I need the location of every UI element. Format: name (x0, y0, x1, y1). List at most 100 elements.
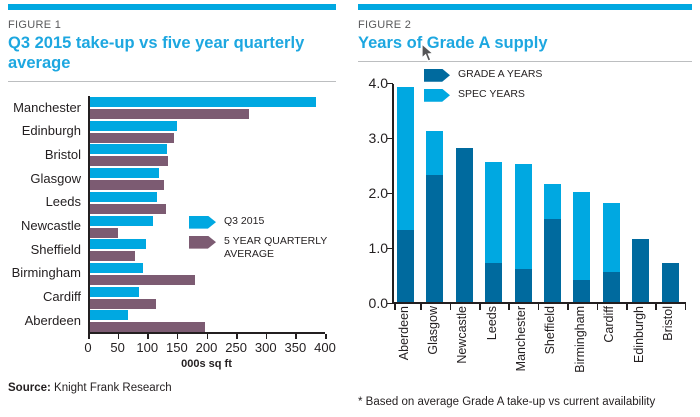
x-axis-tick-label: 250 (225, 340, 247, 356)
category-label: Glasgow (30, 170, 81, 186)
y-axis-tick (387, 247, 393, 250)
figure2-chart: 4.0 3.0 2.0 1.0 0.0 GRADE A YEARS SPEC YEARS A… (369, 68, 692, 396)
x-axis-tick (567, 303, 569, 310)
figure1-header-divider (8, 80, 336, 82)
stacked-bar-cardiff (602, 202, 620, 302)
grade-a-years-segment (573, 279, 591, 302)
x-axis-tick (655, 303, 657, 310)
x-category-cell: Leeds (483, 304, 500, 396)
bar-group (88, 285, 325, 309)
figure2-legend: GRADE A YEARS SPEC YEARS (424, 68, 542, 102)
source-text: Knight Frank Research (50, 382, 172, 395)
figure2-plot-area: 4.0 3.0 2.0 1.0 0.0 GRADE A YEARS SPEC YEARS (369, 68, 687, 311)
f1-row-manchester: Manchester (8, 95, 336, 120)
q3-2015-bar-edinburgh (90, 120, 177, 131)
x-axis-tick-label: 200 (195, 340, 218, 356)
stacked-bar-glasgow (426, 131, 444, 302)
category-label: Newcastle (455, 305, 470, 364)
x-axis-tick (449, 303, 452, 310)
q3-2015-bar-newcastle (90, 215, 154, 226)
bar-group (88, 142, 325, 167)
y-axis-tick-label: 1.0 (368, 239, 388, 256)
spec-years-segment (485, 161, 503, 264)
figure1-label: FIGURE 1 (8, 19, 62, 31)
legend-label: GRADE A YEARS (458, 67, 543, 80)
x-axis-tick-label: 400 (314, 340, 336, 356)
q3-2015-bar-aberdeen (90, 310, 129, 321)
bar-group (88, 119, 325, 143)
figure2-panel: FIGURE 2 Years of Grade A supply 4.0 3.0 2… (358, 4, 692, 408)
bar-group (88, 261, 325, 286)
x-axis-tick (596, 303, 599, 310)
x-axis-tick (325, 334, 327, 340)
figure1-source-line: Source: Knight Frank Research (8, 382, 336, 394)
category-label: Aberdeen (396, 305, 411, 361)
x-axis-tick-label: 100 (136, 340, 159, 356)
y-axis-tick (387, 137, 393, 140)
category-label: Sheffield (30, 241, 81, 257)
f1-row-edinburgh: Edinburgh (8, 119, 336, 143)
legend-item-spec-years: SPEC YEARS (424, 88, 542, 102)
grade-a-years-segment (426, 175, 444, 302)
x-category-cell: Aberdeen (395, 304, 412, 396)
x-axis-tick (206, 334, 208, 340)
x-axis-tick-label: 50 (110, 340, 125, 356)
avg-bar-manchester (90, 109, 249, 120)
avg-bar-leeds (90, 203, 166, 214)
legend-item-five-year-average: 5 YEAR QUARTERLY AVERAGE (189, 235, 339, 261)
figure2-footnote: * Based on average Grade A take-up vs cu… (358, 395, 656, 408)
category-label: Aberdeen (24, 312, 81, 328)
grade-a-years-segment (485, 263, 503, 302)
x-axis-tick (176, 334, 179, 340)
figure2-top-accent-bar (358, 4, 692, 10)
avg-bar-bristol (90, 156, 168, 167)
f1-row-leeds: Leeds (8, 190, 336, 215)
category-label: Leeds (45, 194, 81, 210)
q3-2015-bar-birmingham (90, 262, 143, 273)
category-label: Bristol (44, 146, 81, 162)
y-axis-tick-label: 0.0 (368, 294, 388, 311)
category-label: Edinburgh (21, 123, 81, 139)
q3-2015-bar-glasgow (90, 168, 160, 179)
q3-2015-bar-cardiff (90, 286, 139, 297)
stacked-bar-leeds (485, 161, 503, 302)
stacked-bar-edinburgh (632, 238, 650, 302)
x-category-cell: Edinburgh (630, 304, 647, 396)
x-axis-tick (394, 303, 396, 310)
x-axis-tick-label: 150 (166, 340, 188, 356)
stacked-bar-bristol (661, 263, 679, 302)
y-axis-tick-label: 4.0 (368, 74, 388, 91)
bar-group (88, 166, 325, 191)
legend-label: Q3 2015 (224, 214, 265, 227)
category-label: Bristol (661, 305, 676, 341)
category-label: Glasgow (425, 305, 440, 355)
category-label: Edinburgh (631, 305, 646, 363)
legend-item-q3-2015: Q3 2015 (189, 215, 339, 229)
f1-row-bristol: Bristol (8, 142, 336, 167)
y-axis-tick (387, 192, 393, 195)
figure1-panel: FIGURE 1 Q3 2015 take-up vs five year qu… (8, 4, 336, 394)
category-label: Newcastle (21, 218, 81, 234)
figure1-chart: Manchester Edinburgh Bristol Glasgow Leeds Ne… (8, 95, 339, 333)
figure1-x-axis: 0 50 100 150 200 250 300 350 400 (84, 332, 336, 358)
spec-years-segment (602, 202, 620, 272)
q3-2015-bar-bristol (90, 144, 167, 155)
x-category-cell: Glasgow (424, 304, 441, 396)
y-axis-tick-label: 3.0 (368, 129, 388, 146)
grade-a-years-segment (397, 230, 414, 302)
x-category-cell: Cardiff (601, 304, 618, 396)
y-axis-tick-label: 2.0 (368, 184, 388, 201)
x-axis-tick (295, 334, 297, 340)
stacked-bar-aberdeen (397, 87, 414, 302)
purple-arrow-marker-icon (189, 235, 216, 249)
x-axis-tick (88, 334, 90, 340)
figure2-x-labels: Aberdeen Glasgow Newcastle Leeds Manchester S… (392, 304, 692, 396)
f1-row-newcastle: Newcastle (8, 214, 336, 238)
figure2-label: FIGURE 2 (358, 19, 412, 31)
figure2-title: Years of Grade A supply (358, 34, 548, 52)
f1-row-cardiff: Cardiff (8, 285, 336, 309)
legend-item-grade-a-years: GRADE A YEARS (424, 68, 542, 82)
x-axis-tick (626, 303, 628, 310)
grade-a-years-segment (514, 268, 532, 302)
f1-row-sheffield: Sheffield (8, 237, 336, 262)
